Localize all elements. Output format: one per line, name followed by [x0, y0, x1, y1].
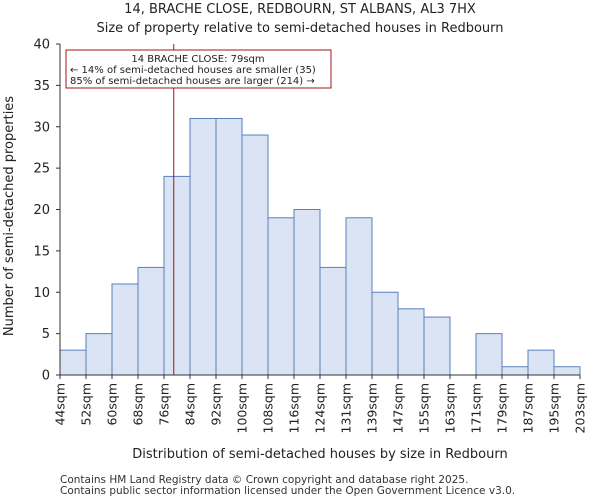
- x-tick-label-171sqm: 171sqm: [469, 383, 484, 433]
- x-tick-label-68sqm: 68sqm: [131, 383, 146, 426]
- bar-108sqm: [267, 217, 295, 376]
- x-tick-label-147sqm: 147sqm: [391, 383, 406, 433]
- y-tick-label-40: 40: [33, 38, 50, 53]
- bar-60sqm: [111, 283, 139, 376]
- bar-100sqm: [241, 134, 269, 376]
- histogram-chart: 0 5 10 15 20 25 30 35 40 44sqm 52sqm 60sqm 68sqm 76s…: [2, 38, 588, 463]
- bar-171sqm: [475, 333, 503, 376]
- x-tick-label-108sqm: 108sqm: [261, 383, 276, 433]
- annotation-line-2: ← 14% of semi-detached houses are smalle…: [70, 65, 316, 76]
- bars-group: [59, 117, 581, 376]
- x-tick-label-195sqm: 195sqm: [547, 383, 562, 433]
- footer-copyright: Contains HM Land Registry data © Crown c…: [60, 474, 469, 486]
- bar-195sqm: [553, 366, 581, 376]
- bar-155sqm: [423, 316, 451, 376]
- y-tick-label-30: 30: [33, 120, 50, 135]
- bar-187sqm: [527, 349, 555, 376]
- chart-title: 14, BRACHE CLOSE, REDBOURN, ST ALBANS, A…: [124, 2, 476, 17]
- bar-52sqm: [85, 333, 113, 376]
- x-tick-label-124sqm: 124sqm: [313, 383, 328, 433]
- x-tick-label-84sqm: 84sqm: [183, 383, 198, 426]
- x-tick-label-52sqm: 52sqm: [79, 383, 94, 426]
- x-tick-label-131sqm: 131sqm: [339, 383, 354, 433]
- x-tick-label-44sqm: 44sqm: [53, 383, 68, 426]
- x-tick-label-179sqm: 179sqm: [495, 383, 510, 433]
- x-axis: 44sqm 52sqm 60sqm 68sqm 76sqm 84sqm 92sqm 100sq…: [53, 374, 588, 433]
- x-tick-label-155sqm: 155sqm: [417, 383, 432, 433]
- y-axis-label: Number of semi-detached properties: [2, 96, 17, 336]
- x-tick-label-100sqm: 100sqm: [235, 383, 250, 433]
- y-tick-label-15: 15: [33, 244, 50, 259]
- x-tick-label-187sqm: 187sqm: [521, 383, 536, 433]
- x-tick-label-76sqm: 76sqm: [157, 383, 172, 426]
- x-tick-label-92sqm: 92sqm: [209, 383, 224, 426]
- bar-84sqm: [189, 117, 217, 376]
- bar-179sqm: [501, 366, 529, 376]
- x-tick-label-139sqm: 139sqm: [365, 383, 380, 433]
- y-tick-label-0: 0: [42, 369, 50, 384]
- y-tick-label-5: 5: [42, 327, 50, 342]
- footer-licence: Contains public sector information licen…: [60, 485, 516, 497]
- annotation-line-3: 85% of semi-detached houses are larger (…: [70, 76, 315, 87]
- x-tick-label-203sqm: 203sqm: [573, 383, 588, 433]
- bar-44sqm: [59, 349, 87, 376]
- x-tick-label-60sqm: 60sqm: [105, 383, 120, 426]
- bar-139sqm: [371, 291, 399, 376]
- bar-147sqm: [397, 308, 425, 376]
- y-tick-label-35: 35: [33, 79, 50, 94]
- bar-116sqm: [293, 209, 321, 376]
- annotation-box: 14 BRACHE CLOSE: 79sqm ← 14% of semi-det…: [65, 49, 332, 89]
- x-tick-label-163sqm: 163sqm: [443, 383, 458, 433]
- annotation-border: [65, 49, 332, 89]
- bar-68sqm: [137, 266, 165, 376]
- bar-92sqm: [215, 117, 243, 376]
- x-tick-label-116sqm: 116sqm: [287, 383, 302, 433]
- chart-subtitle: Size of property relative to semi-detach…: [96, 21, 504, 36]
- y-tick-label-10: 10: [33, 286, 50, 301]
- x-axis-label: Distribution of semi-detached houses by …: [132, 447, 507, 462]
- bar-76sqm: [163, 175, 191, 376]
- y-tick-label-20: 20: [33, 203, 50, 218]
- y-axis: 0 5 10 15 20 25 30 35 40: [33, 38, 61, 384]
- y-tick-label-25: 25: [33, 162, 50, 177]
- annotation-line-1: 14 BRACHE CLOSE: 79sqm: [131, 54, 264, 65]
- bar-124sqm: [319, 266, 347, 376]
- bar-131sqm: [345, 217, 373, 376]
